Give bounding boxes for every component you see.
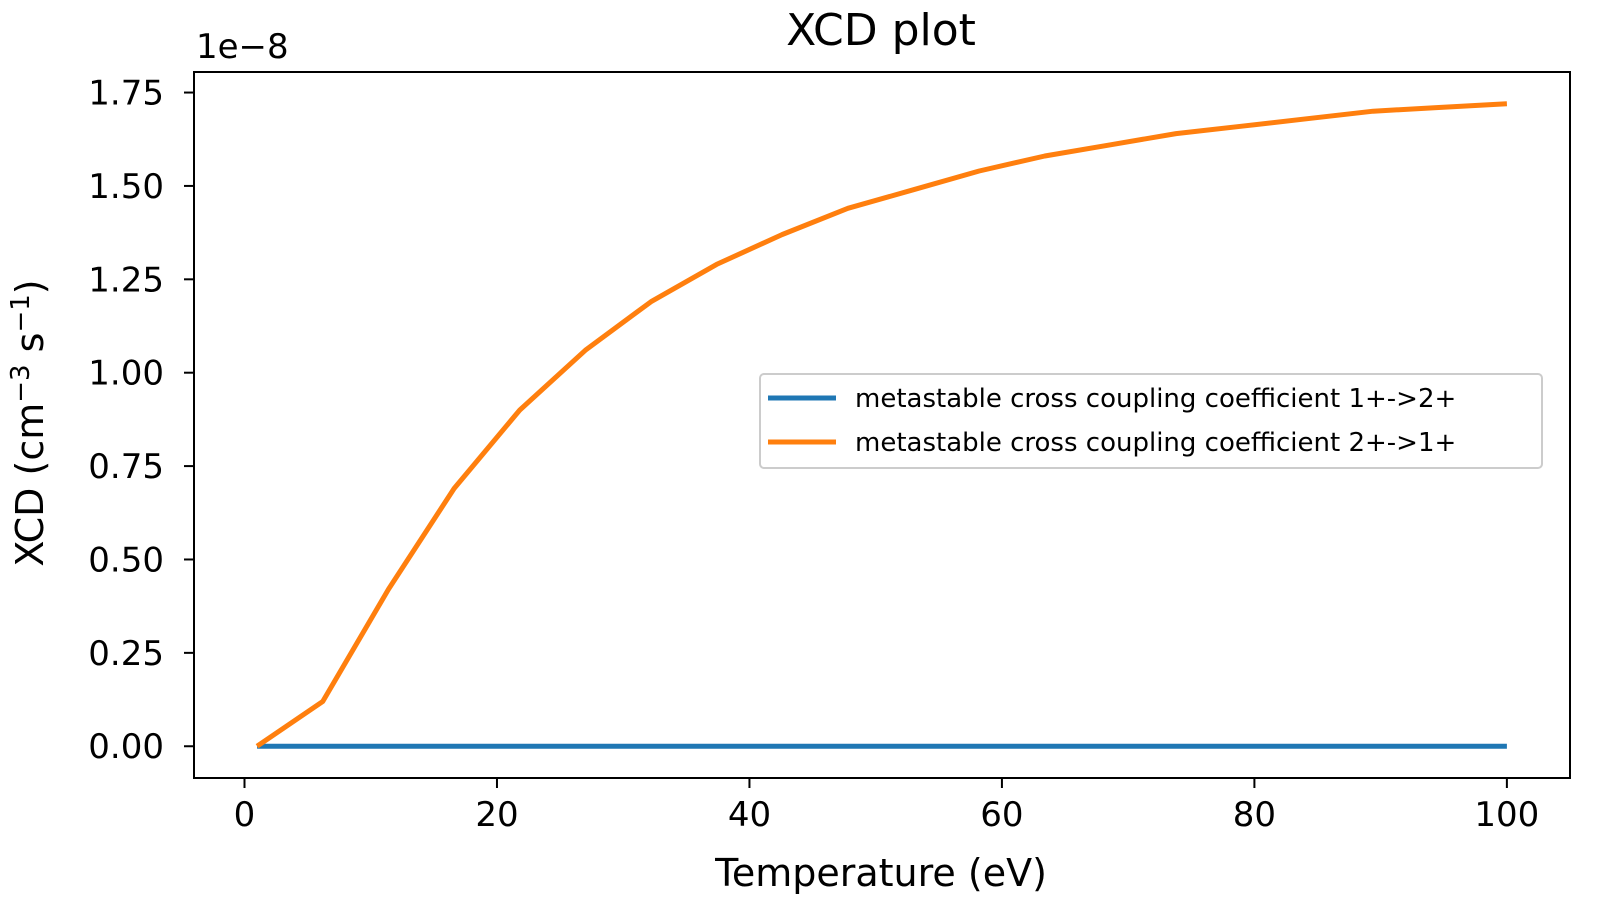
y-tick-label: 1.75 xyxy=(88,74,164,114)
y-tick-label: 1.50 xyxy=(88,167,164,207)
x-tick-label: 100 xyxy=(1474,795,1539,835)
x-tick-label: 80 xyxy=(1233,795,1276,835)
y-tick-label: 0.00 xyxy=(88,727,164,767)
legend-box xyxy=(759,373,1543,469)
legend-label-1: metastable cross coupling coefficient 1+… xyxy=(855,384,1456,414)
y-tick-label: 0.50 xyxy=(88,540,164,580)
y-tick-label: 0.75 xyxy=(88,447,164,487)
y-offset-label: 1e−8 xyxy=(196,27,289,67)
x-axis-title: Temperature (eV) xyxy=(714,851,1047,895)
chart-title: XCD plot xyxy=(786,5,976,56)
y-axis-title: XCD (cm−3 s−1) xyxy=(6,279,52,566)
x-tick-label: 60 xyxy=(980,795,1023,835)
y-tick-label: 0.25 xyxy=(88,634,164,674)
x-tick-label: 0 xyxy=(234,795,256,835)
y-tick-label: 1.00 xyxy=(88,354,164,394)
legend-label-2: metastable cross coupling coefficient 2+… xyxy=(855,428,1456,458)
plot-frame xyxy=(193,71,1571,779)
series-line-2 xyxy=(255,101,1508,749)
y-tick-label: 1.25 xyxy=(88,260,164,300)
x-tick-label: 40 xyxy=(728,795,771,835)
x-tick-label: 20 xyxy=(475,795,518,835)
